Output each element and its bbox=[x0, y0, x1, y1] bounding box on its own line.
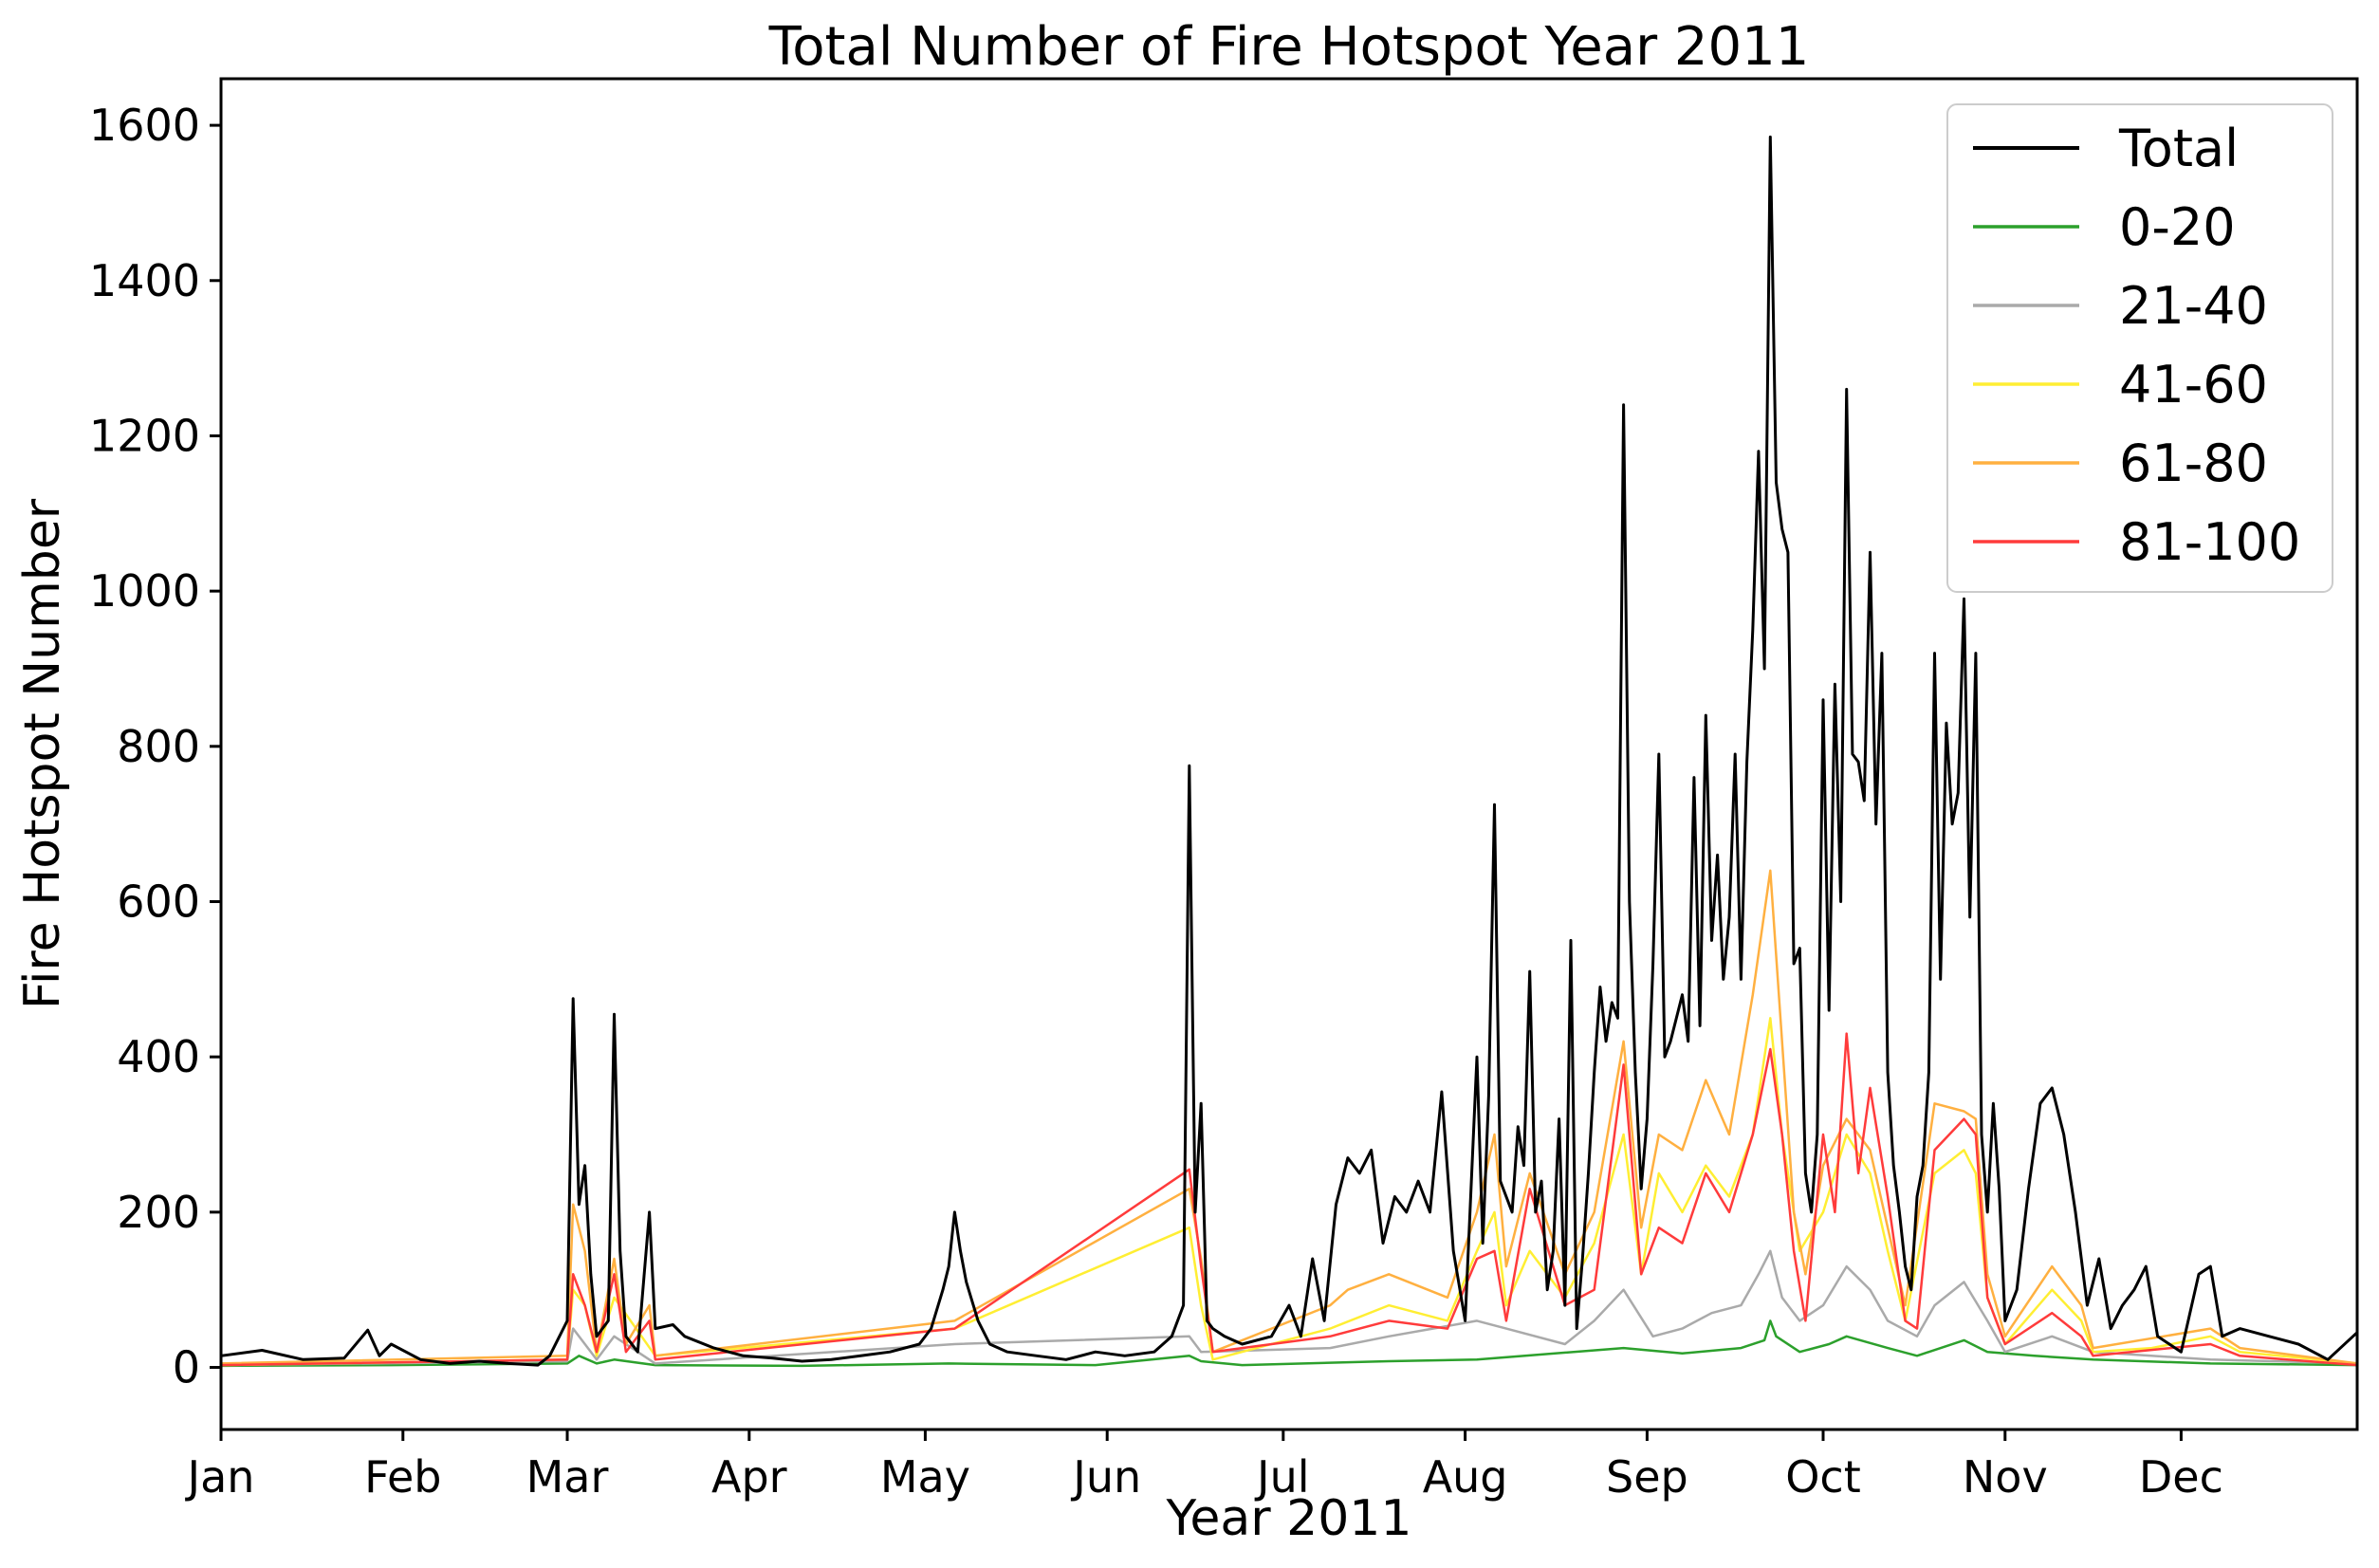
x-axis-title: Year 2011 bbox=[1166, 1490, 1412, 1547]
legend-label: Total bbox=[2118, 119, 2239, 178]
series-lines bbox=[220, 135, 2359, 1368]
plot-frame bbox=[219, 77, 2359, 1431]
x-tick-label: Jun bbox=[1070, 1451, 1141, 1503]
chart-title: Total Number of Fire Hotspot Year 2011 bbox=[768, 16, 1810, 78]
series-line-21-40 bbox=[220, 1249, 2358, 1367]
y-tick-label: 200 bbox=[117, 1187, 200, 1238]
y-tick-label: 0 bbox=[173, 1342, 200, 1393]
y-axis-title: Fire Hotspot Number bbox=[14, 498, 71, 1009]
legend-label: 0-20 bbox=[2119, 197, 2236, 257]
x-tick-label: Sep bbox=[1606, 1451, 1688, 1503]
y-tick-label: 1000 bbox=[89, 565, 200, 617]
series-line-81-100 bbox=[220, 1032, 2358, 1367]
legend-label: 61-80 bbox=[2119, 434, 2268, 493]
x-tick-label: Dec bbox=[2139, 1451, 2223, 1503]
series-line-0-20 bbox=[220, 1319, 2358, 1368]
y-tick-label: 800 bbox=[117, 721, 200, 772]
legend-label: 81-100 bbox=[2119, 512, 2300, 572]
legend: Total 0-20 21-40 41-60 61-80 81-100 bbox=[1946, 103, 2333, 593]
y-tick-label: 1600 bbox=[89, 100, 200, 151]
series-line-61-80 bbox=[220, 869, 2358, 1365]
legend-label: 21-40 bbox=[2119, 276, 2268, 336]
y-tick-label: 600 bbox=[117, 876, 200, 927]
y-tick-label: 1200 bbox=[89, 410, 200, 461]
x-tick-label: Jul bbox=[1254, 1451, 1310, 1503]
x-tick-label: Nov bbox=[1963, 1451, 2048, 1503]
legend-label: 41-60 bbox=[2119, 355, 2268, 415]
series-line-Total bbox=[220, 135, 2359, 1367]
x-tick-label: Jan bbox=[185, 1451, 255, 1503]
x-tick-label: Feb bbox=[364, 1451, 441, 1503]
x-tick-label: Aug bbox=[1423, 1451, 1508, 1503]
y-tick-label: 1400 bbox=[89, 255, 200, 306]
y-axis: 0 200 400 600 800 1000 1200 1400 1600 bbox=[89, 100, 221, 1393]
x-axis: Jan Feb Mar Apr May Jun Jul Aug Sep Oct Nov Dec bbox=[185, 1430, 2223, 1503]
x-tick-label: Oct bbox=[1785, 1451, 1861, 1503]
series-line-41-60 bbox=[220, 1017, 2358, 1367]
x-tick-label: May bbox=[880, 1451, 970, 1503]
x-tick-label: Mar bbox=[526, 1451, 609, 1503]
y-tick-label: 400 bbox=[117, 1031, 200, 1082]
x-tick-label: Apr bbox=[711, 1451, 787, 1503]
